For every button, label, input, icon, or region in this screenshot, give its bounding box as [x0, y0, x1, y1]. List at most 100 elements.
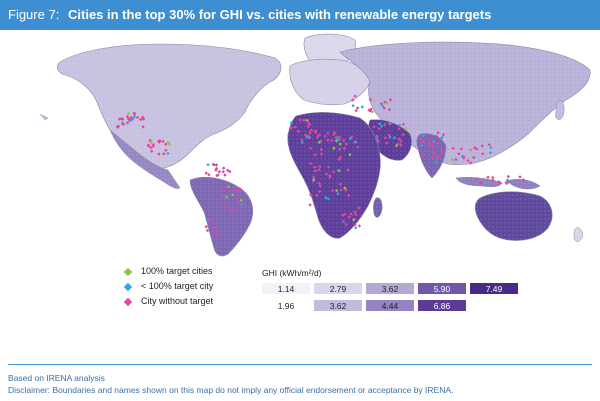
- city-marker: [302, 118, 306, 122]
- city-marker: [166, 141, 170, 145]
- city-marker: [324, 196, 328, 200]
- ghi-class-6: 1.96: [262, 300, 310, 311]
- city-marker: [135, 115, 140, 120]
- ghi-class-5: 7.49: [470, 283, 518, 294]
- ghi-value: 2.79: [329, 284, 347, 294]
- city-marker: [479, 181, 483, 185]
- city-marker: [368, 109, 373, 113]
- city-marker: [205, 218, 209, 222]
- city-marker: [223, 173, 227, 177]
- city-marker: [474, 177, 479, 181]
- city-marker: [351, 104, 355, 108]
- city-marker: [473, 146, 477, 150]
- city-marker: [469, 161, 473, 165]
- city-marker: [506, 174, 510, 179]
- city-marker: [139, 117, 143, 122]
- ghi-value: 3.62: [329, 301, 347, 311]
- ghi-class-7: 3.62: [314, 300, 362, 311]
- legend-label: < 100% target city: [141, 281, 214, 291]
- city-marker: [313, 165, 317, 169]
- ghi-swatch: [262, 300, 310, 311]
- city-marker: [357, 224, 362, 228]
- city-marker: [401, 133, 405, 137]
- city-marker: [204, 225, 208, 229]
- city-marker: [228, 209, 232, 213]
- ghi-swatch: [470, 283, 518, 294]
- city-marker: [518, 175, 522, 179]
- blue-diamond-icon: [123, 282, 133, 292]
- city-marker: [432, 150, 436, 155]
- city-marker: [401, 122, 406, 126]
- city-marker: [313, 153, 317, 157]
- ghi-class-9: 6.86: [418, 300, 466, 311]
- city-marker: [217, 170, 221, 174]
- city-marker: [353, 94, 357, 98]
- city-marker: [335, 135, 339, 140]
- city-marker: [397, 127, 401, 131]
- city-marker: [427, 139, 432, 143]
- city-marker: [436, 131, 440, 135]
- city-marker: [239, 198, 243, 203]
- city-marker: [233, 189, 238, 193]
- city-marker: [213, 226, 217, 230]
- ghi-value: 3.62: [381, 284, 399, 294]
- city-marker: [289, 121, 294, 125]
- city-marker: [149, 140, 153, 145]
- city-marker: [318, 164, 322, 169]
- city-marker: [337, 147, 342, 151]
- map-texture: [0, 30, 600, 258]
- city-marker: [387, 121, 392, 126]
- city-marker: [491, 178, 495, 182]
- city-marker: [334, 139, 339, 143]
- city-marker: [326, 138, 330, 142]
- city-marker: [126, 117, 131, 121]
- city-marker: [397, 137, 401, 141]
- ghi-swatch: [314, 283, 362, 294]
- city-marker: [360, 105, 364, 109]
- ghi-class-3: 3.62: [366, 283, 414, 294]
- city-marker: [158, 139, 162, 143]
- city-marker: [226, 168, 230, 172]
- figure-header: Figure 7: Cities in the top 30% for GHI …: [0, 0, 600, 30]
- ghi-class-8: 4.44: [366, 300, 414, 311]
- city-marker: [319, 147, 324, 152]
- city-marker: [221, 194, 225, 198]
- ghi-value: 1.14: [277, 284, 295, 294]
- city-marker: [397, 123, 402, 127]
- pink-diamond-icon: [123, 297, 133, 307]
- city-marker: [459, 147, 464, 151]
- city-marker: [315, 135, 320, 139]
- city-marker: [394, 143, 399, 148]
- city-marker: [164, 148, 168, 152]
- city-marker: [151, 143, 156, 147]
- city-markers: [115, 94, 526, 237]
- city-marker: [166, 151, 170, 156]
- city-marker: [356, 145, 360, 149]
- city-marker: [342, 146, 346, 151]
- city-marker: [133, 114, 137, 119]
- city-marker: [375, 135, 379, 139]
- city-marker: [317, 140, 321, 144]
- ghi-swatch: [262, 283, 310, 294]
- city-marker: [148, 145, 153, 150]
- ghi-value: 1.96: [277, 301, 295, 311]
- city-marker: [235, 206, 239, 210]
- city-marker: [208, 218, 212, 223]
- city-marker: [382, 106, 386, 110]
- ghi-class-1: 1.14: [262, 283, 310, 294]
- city-marker: [125, 114, 130, 119]
- legend-label: 100% target cities: [141, 266, 213, 276]
- city-marker: [126, 111, 131, 116]
- city-marker: [354, 109, 358, 113]
- city-marker: [131, 116, 135, 121]
- city-marker: [132, 112, 136, 116]
- city-marker: [148, 138, 152, 142]
- city-marker: [119, 117, 123, 121]
- city-marker: [418, 137, 422, 141]
- city-marker: [289, 126, 293, 130]
- ghi-swatch: [314, 300, 362, 311]
- city-marker: [451, 146, 455, 150]
- ghi-value: 6.86: [433, 301, 451, 311]
- city-marker: [207, 173, 211, 177]
- city-marker: [421, 139, 426, 144]
